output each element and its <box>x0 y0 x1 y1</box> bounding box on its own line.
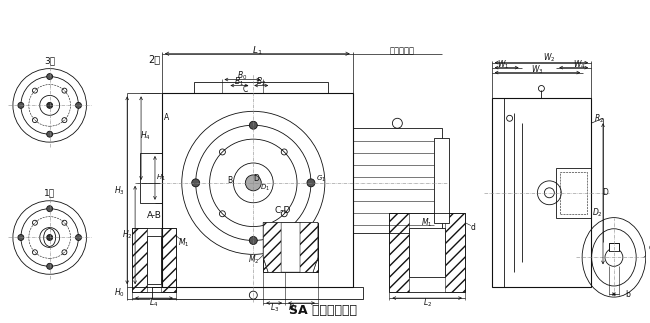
Text: $H_0$: $H_0$ <box>114 287 125 299</box>
Circle shape <box>47 102 53 108</box>
Bar <box>152 287 363 299</box>
Text: $L_3$: $L_3$ <box>270 302 279 314</box>
Bar <box>434 138 449 223</box>
Text: $G_1$: $G_1$ <box>316 174 326 184</box>
Bar <box>194 81 328 93</box>
Text: $W_1$: $W_1$ <box>497 58 510 71</box>
Circle shape <box>47 234 53 241</box>
Polygon shape <box>300 223 318 272</box>
Bar <box>132 228 147 292</box>
Bar <box>389 213 465 292</box>
Bar <box>609 244 619 251</box>
Text: $H_2$: $H_2$ <box>122 229 133 241</box>
Bar <box>263 223 281 272</box>
Text: D: D <box>602 188 608 197</box>
Text: $L_1$: $L_1$ <box>252 45 263 57</box>
Circle shape <box>18 102 24 108</box>
Text: C: C <box>242 85 248 94</box>
Bar <box>140 153 162 203</box>
Circle shape <box>47 263 53 269</box>
Bar <box>389 213 410 292</box>
Circle shape <box>75 234 81 241</box>
Text: A-B: A-B <box>146 211 161 220</box>
Text: c: c <box>649 243 650 252</box>
Circle shape <box>192 179 200 187</box>
Bar <box>410 228 445 277</box>
Bar <box>281 223 300 272</box>
Bar <box>132 228 176 292</box>
Bar <box>492 99 591 287</box>
Text: D: D <box>254 174 259 183</box>
Bar <box>263 223 318 272</box>
Bar <box>162 93 353 287</box>
Bar <box>353 128 442 233</box>
Text: 3型: 3型 <box>44 56 55 65</box>
Text: $R_1$: $R_1$ <box>288 302 298 314</box>
Circle shape <box>307 179 315 187</box>
Text: SA 型蜗杆减速器: SA 型蜗杆减速器 <box>289 304 357 317</box>
Polygon shape <box>263 223 281 272</box>
Text: $D_2$: $D_2$ <box>592 206 603 219</box>
Text: $R_2$: $R_2$ <box>594 112 604 125</box>
Text: $L_2$: $L_2$ <box>422 297 432 309</box>
Circle shape <box>245 175 261 191</box>
Circle shape <box>47 74 53 79</box>
Text: $H_1$: $H_1$ <box>156 173 166 183</box>
Text: 1型: 1型 <box>44 188 55 197</box>
Text: $W_4$: $W_4$ <box>573 58 586 71</box>
Bar <box>445 213 465 292</box>
Text: d: d <box>471 223 475 232</box>
Text: $B_0$: $B_0$ <box>237 69 248 82</box>
Text: b: b <box>625 290 630 299</box>
Text: A: A <box>164 113 170 122</box>
Circle shape <box>47 131 53 137</box>
Bar <box>161 228 176 292</box>
Text: $L_4$: $L_4$ <box>150 297 159 309</box>
Circle shape <box>250 236 257 245</box>
Circle shape <box>47 206 53 212</box>
Bar <box>560 172 587 214</box>
Text: $M_1$: $M_1$ <box>421 216 433 229</box>
Text: B: B <box>227 176 232 185</box>
Bar <box>300 223 318 272</box>
Text: 2型: 2型 <box>148 54 160 64</box>
Bar <box>556 168 591 218</box>
Bar <box>147 235 161 284</box>
Circle shape <box>18 234 24 241</box>
Text: $M_2$: $M_2$ <box>248 254 259 266</box>
Text: 按电机尺寸: 按电机尺寸 <box>390 46 415 55</box>
Text: $H_3$: $H_3$ <box>114 184 125 197</box>
Circle shape <box>250 121 257 129</box>
Text: $W_2$: $W_2$ <box>543 51 556 64</box>
Text: $M_1$: $M_1$ <box>178 236 190 249</box>
Text: $B_1$: $B_1$ <box>235 75 244 88</box>
Text: C-D: C-D <box>275 206 291 215</box>
Text: $W_3$: $W_3$ <box>531 63 543 76</box>
Text: $B_2$: $B_2$ <box>256 75 266 88</box>
Text: $D_1$: $D_1$ <box>260 183 270 193</box>
Polygon shape <box>263 223 318 272</box>
Text: $H_4$: $H_4$ <box>140 130 150 142</box>
Circle shape <box>75 102 81 108</box>
